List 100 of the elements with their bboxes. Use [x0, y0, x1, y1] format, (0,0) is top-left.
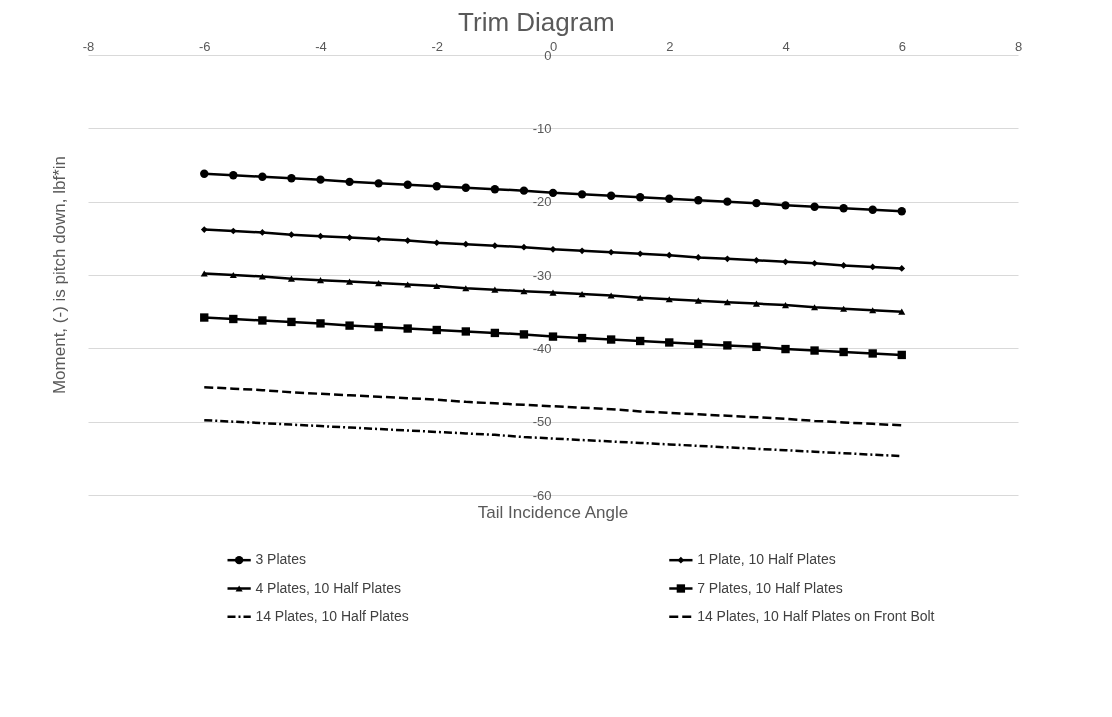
x-tick-label: 6 [898, 38, 906, 54]
point [403, 324, 412, 333]
point [316, 175, 325, 184]
y-tick-label: -40 [532, 340, 552, 356]
point [868, 205, 877, 214]
point [898, 308, 906, 315]
y-tick-label: -50 [532, 414, 552, 430]
point [781, 344, 790, 354]
point [607, 248, 615, 256]
point [694, 339, 703, 349]
chart-title: Trim Diagram [458, 7, 615, 37]
point [723, 341, 732, 350]
point [636, 294, 644, 301]
point [229, 271, 237, 279]
point [200, 169, 209, 178]
point [375, 280, 383, 287]
point [461, 183, 470, 192]
point [229, 171, 238, 180]
point [578, 291, 586, 298]
point [724, 255, 731, 263]
point [548, 332, 558, 341]
point [200, 270, 208, 277]
point [229, 314, 238, 324]
point [752, 198, 761, 208]
point [433, 239, 441, 247]
point [606, 335, 616, 344]
point [375, 235, 382, 243]
point [636, 336, 645, 346]
point [404, 281, 412, 288]
point [606, 191, 616, 200]
point [287, 317, 296, 327]
point [519, 330, 529, 339]
x-tick-label: -4 [315, 38, 327, 54]
y-tick-label: -20 [532, 194, 552, 210]
x-tick-label: 4 [782, 38, 790, 54]
point [723, 197, 732, 206]
point [694, 196, 703, 205]
point [200, 226, 208, 233]
point [374, 179, 383, 188]
legend-label: 1 Plate, 10 Half Plates [697, 551, 836, 568]
point [781, 302, 790, 309]
point [723, 299, 731, 306]
point [549, 289, 557, 296]
point [577, 333, 587, 343]
point [490, 185, 500, 194]
point [578, 247, 586, 255]
point [636, 193, 645, 202]
point [462, 285, 470, 292]
x-tick-label: -8 [82, 38, 95, 54]
point [665, 251, 673, 259]
point [346, 278, 354, 285]
point [432, 325, 441, 335]
legend-label: 4 Plates, 10 Half Plates [255, 579, 401, 596]
point [811, 304, 819, 311]
line-series [203, 385, 903, 427]
point [433, 282, 441, 290]
point [200, 313, 209, 322]
point [549, 245, 557, 253]
point [839, 204, 848, 213]
point [752, 342, 761, 352]
point [811, 259, 818, 267]
point [782, 258, 789, 266]
point [345, 177, 354, 187]
point [461, 327, 470, 336]
point [810, 202, 819, 211]
x-tick-label: -6 [198, 38, 211, 54]
x-tick-label: 8 [1014, 38, 1023, 54]
legend-label: 3 Plates [255, 551, 306, 568]
point [462, 240, 470, 248]
point [694, 297, 702, 304]
point [897, 207, 906, 216]
legend-label: 14 Plates, 10 Half Plates on Front Bolt [697, 607, 935, 624]
x-tick-label: 2 [666, 38, 674, 54]
point [287, 174, 296, 183]
point [258, 172, 267, 181]
point [403, 180, 412, 189]
point [316, 277, 325, 284]
point [548, 188, 558, 198]
legend-label: 7 Plates, 10 Half Plates [697, 579, 843, 596]
point [258, 316, 267, 325]
point [374, 322, 383, 332]
point [636, 250, 644, 258]
y-tick-label: -30 [532, 267, 552, 283]
point [432, 182, 441, 191]
point [781, 201, 790, 210]
point [259, 229, 266, 236]
y-tick-label: -10 [532, 120, 552, 136]
point [519, 186, 529, 195]
point [840, 305, 848, 312]
point [898, 265, 906, 272]
point [897, 350, 906, 360]
point [868, 349, 877, 358]
point [752, 300, 760, 307]
x-tick-label: -2 [431, 38, 444, 54]
point [520, 243, 528, 251]
point [839, 347, 848, 357]
legend-label: 14 Plates, 10 Half Plates [255, 607, 409, 624]
point [810, 346, 819, 355]
x-axis-title: Tail Incidence Angle [477, 503, 629, 522]
point [287, 275, 295, 282]
